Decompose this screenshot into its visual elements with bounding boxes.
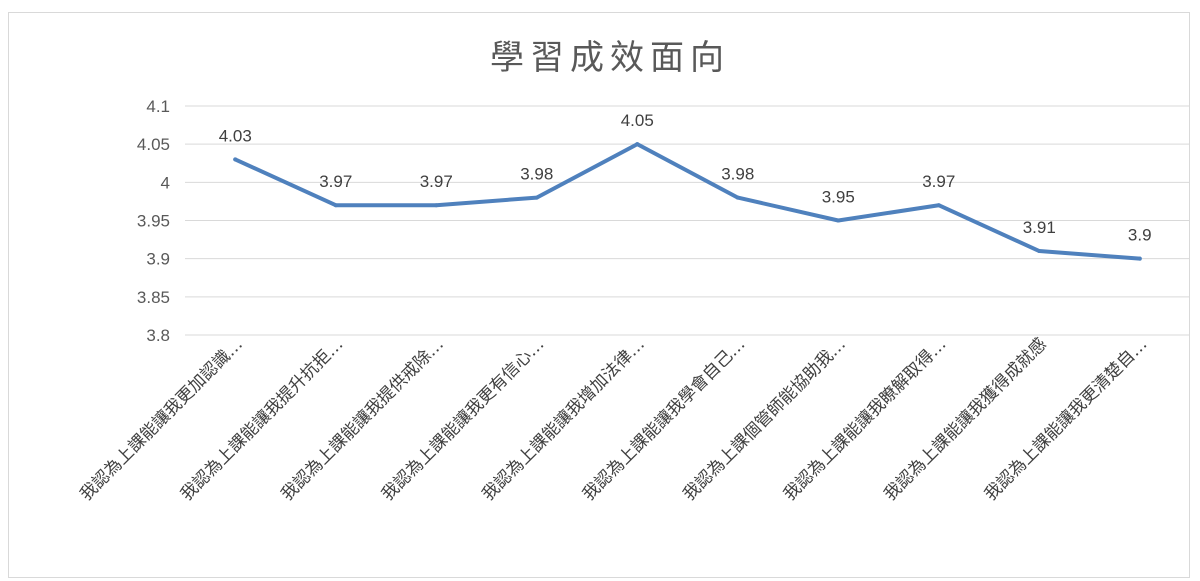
data-point: [233, 157, 238, 162]
data-point: [434, 203, 439, 208]
x-category-label: 我認為上課能讓我更清楚自…: [980, 334, 1151, 505]
data-label: 3.91: [1023, 218, 1056, 237]
y-tick-label: 4: [161, 173, 170, 192]
x-category-label: 我認為上課能讓我學會自己…: [578, 334, 749, 505]
data-label: 3.97: [922, 172, 955, 191]
x-category-label: 我認為上課能讓我提供戒除…: [277, 334, 448, 505]
y-tick-label: 3.95: [137, 212, 170, 231]
data-label: 4.03: [219, 126, 252, 145]
x-category-label: 我認為上課能讓我更加認識…: [76, 334, 247, 505]
x-category-label: 我認為上課能讓我瞭解取得…: [779, 334, 950, 505]
x-axis-category-labels: 我認為上課能讓我更加認識…我認為上課能讓我提升抗拒…我認為上課能讓我提供戒除…我…: [76, 334, 1152, 505]
x-category-label: 我認為上課個管師能協助我…: [679, 334, 849, 504]
y-tick-label: 3.85: [137, 288, 170, 307]
x-category-label: 我認為上課能讓我獲得成就感: [880, 334, 1051, 505]
data-label: 3.98: [520, 165, 553, 184]
series-line: [233, 142, 1142, 261]
data-point: [1137, 256, 1142, 261]
y-axis-tick-labels: 4.1 4.05 4 3.95 3.9 3.85 3.8: [137, 97, 170, 345]
y-tick-label: 3.9: [146, 250, 170, 269]
data-point: [534, 195, 539, 200]
data-label: 3.97: [420, 172, 453, 191]
data-label: 3.97: [319, 172, 352, 191]
data-point: [635, 142, 640, 147]
gridlines: [185, 105, 1190, 336]
data-point: [836, 218, 841, 223]
data-point: [735, 195, 740, 200]
data-point: [936, 203, 941, 208]
data-point: [1037, 249, 1042, 254]
y-tick-label: 3.8: [146, 326, 170, 345]
data-label: 3.95: [822, 188, 855, 207]
data-point: [333, 203, 338, 208]
y-tick-label: 4.05: [137, 135, 170, 154]
data-label: 3.9: [1128, 226, 1152, 245]
data-label: 3.98: [721, 165, 754, 184]
series-layer: [233, 142, 1142, 261]
y-tick-label: 4.1: [146, 97, 170, 116]
x-category-label: 我認為上課能讓我更有信心…: [377, 334, 548, 505]
chart-title: 學習成效面向: [490, 38, 730, 78]
x-category-label: 我認為上課能讓我提升抗拒…: [176, 334, 347, 505]
x-category-label: 我認為上課能讓我增加法律…: [478, 334, 649, 505]
data-labels: 4.03 3.97 3.97 3.98 4.05 3.98 3.95 3.97 3.91 3.9: [219, 111, 1152, 245]
data-label: 4.05: [621, 111, 654, 130]
